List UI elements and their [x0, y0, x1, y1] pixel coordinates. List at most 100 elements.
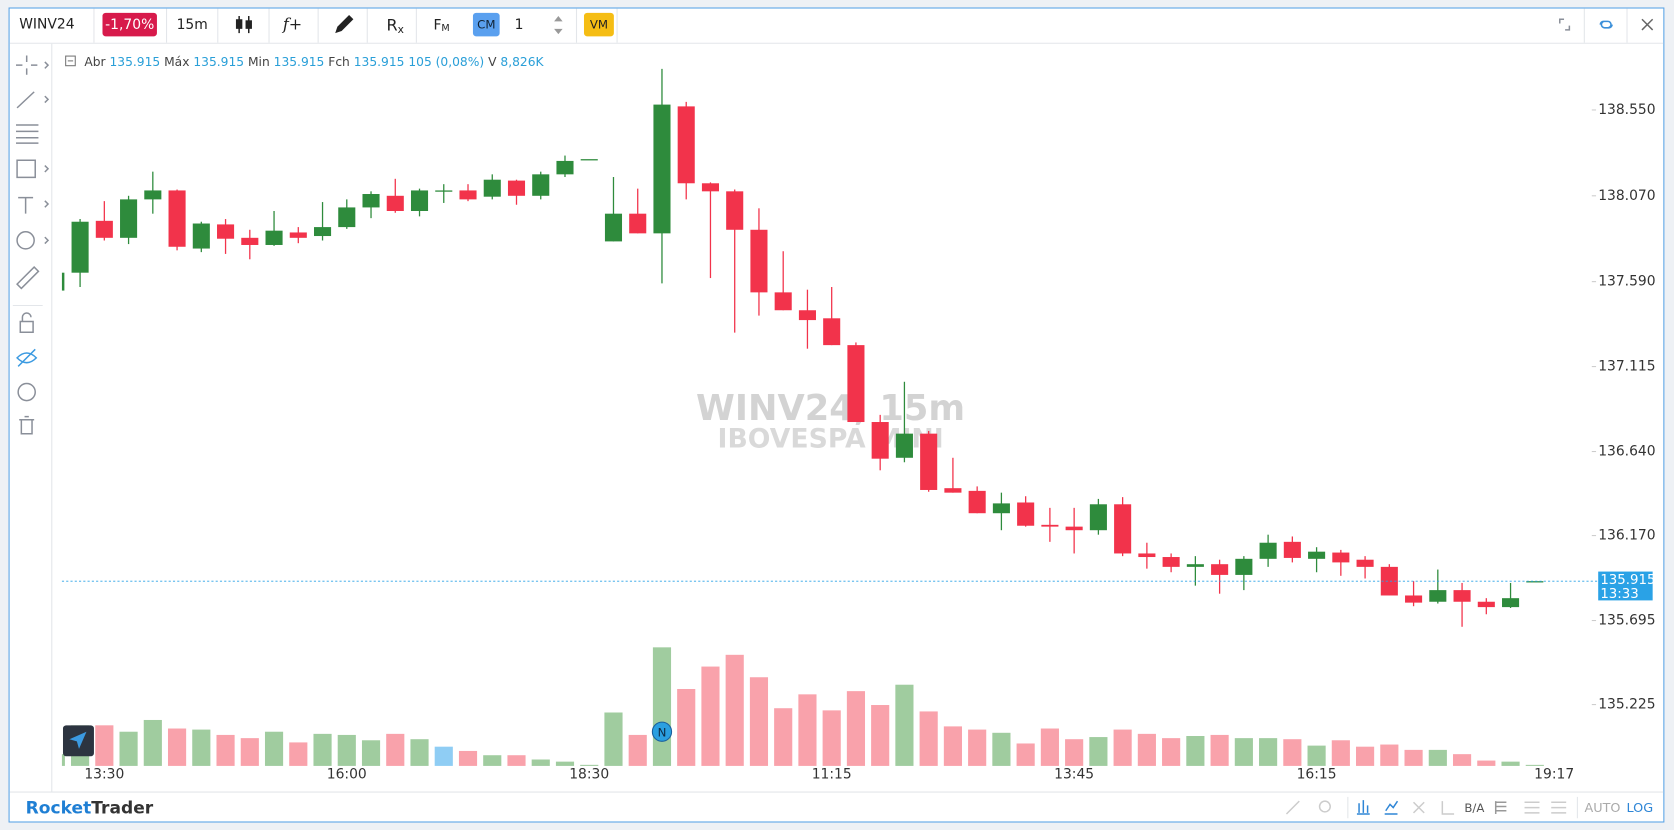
line-tool[interactable]	[16, 91, 50, 109]
volume-bar	[895, 684, 914, 766]
volume-bar	[1283, 739, 1302, 766]
scatter-mode[interactable]	[1412, 801, 1425, 814]
quantity-spinner[interactable]	[554, 16, 563, 35]
vm-badge[interactable]	[583, 12, 614, 37]
candle-body	[289, 232, 307, 238]
candle-body	[629, 213, 647, 234]
legend-label: Abr	[84, 54, 106, 68]
fullscreen-button[interactable]	[1559, 18, 1571, 31]
line-mode[interactable]	[1384, 800, 1399, 815]
axis-mode[interactable]	[1441, 801, 1455, 815]
draw-mode[interactable]	[1285, 800, 1300, 815]
delete-tool[interactable]	[19, 415, 35, 435]
emoji-tool-arrow	[44, 236, 50, 245]
visibility-tool[interactable]	[16, 348, 38, 367]
candle-body	[1235, 558, 1253, 575]
candle-body	[362, 194, 380, 208]
candle-body	[1308, 551, 1326, 559]
candle-body	[1380, 566, 1398, 596]
volume-bar	[507, 755, 526, 766]
candle-body	[992, 503, 1010, 514]
candle-body	[1211, 564, 1229, 575]
legend-label: V	[488, 54, 497, 68]
reset-button[interactable]: Rx	[386, 15, 403, 36]
bars-mode[interactable]	[1356, 800, 1370, 815]
legend-value: 8,826K	[500, 54, 544, 68]
candle-body	[71, 221, 89, 273]
volume-bar	[531, 759, 550, 766]
indicator-button[interactable]: f+	[282, 15, 302, 34]
candle-body	[604, 213, 623, 242]
text-tool[interactable]	[18, 196, 50, 214]
symbol[interactable]: WINV24	[19, 17, 74, 33]
volume-bar	[725, 654, 744, 766]
menu[interactable]	[1524, 801, 1540, 814]
fib-tool[interactable]	[16, 124, 39, 144]
menu[interactable]	[1551, 801, 1567, 814]
volume-bar	[652, 647, 672, 766]
volume-bar	[1065, 739, 1084, 766]
candle-body	[750, 229, 768, 293]
volume-bar	[61, 754, 65, 766]
bid-ask-button[interactable]: B/A	[1464, 801, 1484, 815]
candle-body	[338, 207, 356, 228]
zoom[interactable]	[1318, 800, 1331, 813]
shape-tool[interactable]	[16, 159, 50, 179]
candle-body	[1065, 526, 1083, 531]
y-tick-label: 136.640	[1598, 444, 1655, 460]
help-tool[interactable]	[17, 382, 36, 402]
volume-bar	[1501, 761, 1520, 766]
reset-label: R	[386, 15, 397, 34]
quantity[interactable]: 1	[515, 17, 524, 33]
candle-body	[1259, 542, 1277, 559]
ohlc-legend: Abr 135.915 Máx 135.915 Min 135.915 Fch …	[84, 54, 544, 68]
candle-body	[1429, 590, 1447, 602]
volume-bar	[167, 728, 187, 766]
lock-tool[interactable]	[19, 312, 34, 333]
draw-button[interactable]	[335, 14, 354, 34]
x-tick-label: 16:00	[327, 766, 367, 782]
log-scale-button[interactable]: LOG	[1627, 801, 1654, 816]
cm-badge[interactable]	[472, 12, 500, 37]
volume-bar	[677, 688, 696, 766]
candle-body	[701, 183, 720, 192]
emoji-tool[interactable]	[16, 231, 35, 250]
timeframe[interactable]: 15m	[177, 17, 208, 33]
candle-body	[823, 318, 841, 346]
candle-body	[144, 190, 162, 200]
legend-label: Fch	[328, 54, 350, 68]
auto-scale-button[interactable]: AUTO	[1584, 801, 1620, 816]
candle-type-button[interactable]	[235, 16, 252, 34]
volume-bar	[1234, 738, 1253, 766]
link-button[interactable]	[1599, 20, 1613, 29]
volume-bar	[992, 732, 1011, 766]
candle-body	[507, 180, 526, 196]
legend-collapse[interactable]	[65, 55, 76, 67]
last-price-box	[1598, 571, 1653, 601]
book-mode[interactable]	[1494, 801, 1507, 814]
volume-bar	[555, 761, 575, 766]
event-marker[interactable]	[651, 721, 673, 742]
close-button[interactable]	[1641, 18, 1654, 31]
y-tick-label: 137.590	[1598, 274, 1655, 290]
volume-bar	[434, 746, 453, 766]
volume-bar	[1089, 737, 1108, 766]
crosshair-tool[interactable]	[16, 55, 50, 75]
ruler-tool[interactable]	[16, 265, 40, 290]
footer-tools	[1285, 796, 1578, 819]
candle-body	[241, 237, 259, 245]
volume-bar	[919, 711, 938, 766]
candle-body	[1114, 504, 1132, 554]
candle-body	[1283, 541, 1301, 558]
volume-bar	[410, 739, 429, 766]
volume-bar	[1186, 735, 1205, 766]
candle-body	[1332, 552, 1350, 563]
volume-bar	[289, 742, 308, 766]
volume-bar	[580, 764, 599, 766]
y-tick-label: 138.550	[1598, 102, 1655, 118]
countdown-label: 13:33	[1600, 587, 1638, 602]
last-price-label: 135.915	[1600, 573, 1655, 588]
volume-bar	[240, 738, 259, 766]
fm-button[interactable]: FM	[433, 18, 449, 34]
